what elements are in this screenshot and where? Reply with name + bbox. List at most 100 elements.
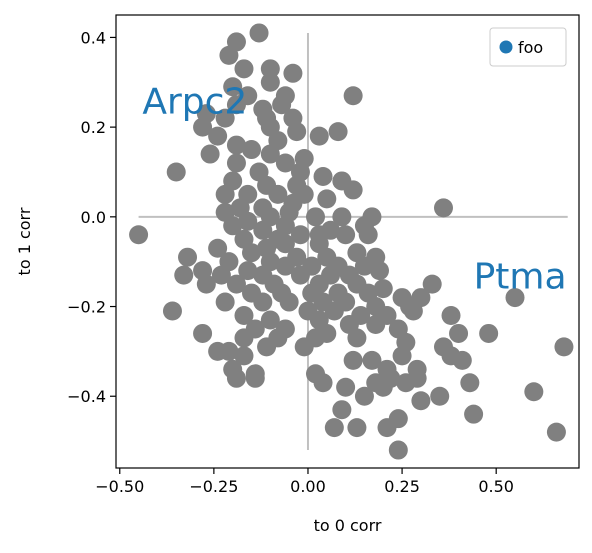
data-point [275,153,295,173]
y-tick-label: 0.2 [81,118,106,137]
data-point [242,243,262,263]
x-tick-label: −0.25 [189,477,238,496]
data-point [226,153,246,173]
data-point [343,350,363,370]
data-point [362,350,382,370]
data-point [238,211,258,231]
data-point [392,346,412,366]
data-point [257,337,277,357]
data-point [287,122,307,142]
data-point [433,198,453,218]
data-point [343,180,363,200]
data-point [211,265,231,285]
data-point [313,373,333,393]
data-point [178,247,198,267]
data-point [524,382,544,402]
data-point [219,45,239,65]
data-point [366,314,386,334]
data-point [411,391,431,411]
data-point [253,220,273,240]
data-point [234,328,254,348]
data-point [290,265,310,285]
data-point [347,418,367,438]
data-point [226,368,246,388]
data-point [193,117,213,137]
annotation-arpc2: Arpc2 [142,82,247,123]
data-point [354,386,374,406]
data-point [336,225,356,245]
data-point [129,225,149,245]
x-tick-label: 0.25 [384,477,420,496]
x-axis-ticks: −0.50 −0.25 0.00 0.25 0.50 [95,468,514,496]
data-point [373,377,393,397]
data-point [546,422,566,442]
data-point [336,377,356,397]
data-point [377,418,397,438]
data-point [253,292,273,312]
data-point [403,301,423,321]
data-point [208,341,228,361]
data-point [373,279,393,299]
data-point [208,126,228,146]
data-point [313,166,333,186]
data-point [226,135,246,155]
data-point [283,63,303,83]
data-point [358,225,378,245]
data-point [226,274,246,294]
y-tick-label: −0.4 [67,387,106,406]
y-tick-label: 0.0 [81,208,106,227]
data-point [324,418,344,438]
data-point [328,122,348,142]
legend: foo [489,27,567,67]
data-point [464,404,484,424]
data-point [242,140,262,160]
data-point [554,337,574,357]
data-point [441,306,461,326]
data-point [275,256,295,276]
data-point [354,256,374,276]
data-point [223,216,243,236]
data-point [275,234,295,254]
data-point [174,265,194,285]
y-axis-label: to 1 corr [15,207,34,275]
y-axis-ticks: 0.4 0.2 0.0 −0.2 −0.4 [67,28,116,406]
data-point [449,323,469,343]
x-tick-label: 0.50 [478,477,514,496]
data-point [479,323,499,343]
data-point [422,274,442,294]
data-point [347,328,367,348]
data-point [193,323,213,343]
data-point [249,23,269,43]
legend-box [489,27,567,67]
y-tick-label: −0.2 [67,298,106,317]
data-point [234,346,254,366]
data-point [294,337,314,357]
plot-frame [115,14,580,469]
data-point [223,77,243,97]
data-point [234,306,254,326]
data-point [215,108,235,128]
data-point [343,86,363,106]
legend-label-foo: foo [518,38,543,57]
x-tick-label: −0.50 [95,477,144,496]
data-point [388,440,408,460]
data-point [460,373,480,393]
annotations: Arpc2 Ptma [142,82,566,298]
data-point [166,162,186,182]
data-point [260,59,280,79]
data-point [200,144,220,164]
data-point [260,144,280,164]
scatter-points [129,23,574,460]
data-point [196,274,216,294]
data-point [306,207,326,227]
data-point [290,225,310,245]
data-point [332,207,352,227]
data-point [324,301,344,321]
data-point [369,261,389,281]
data-point [272,95,292,115]
annotation-ptma: Ptma [474,257,567,298]
data-point [452,350,472,370]
data-point [238,261,258,281]
data-point [309,126,329,146]
